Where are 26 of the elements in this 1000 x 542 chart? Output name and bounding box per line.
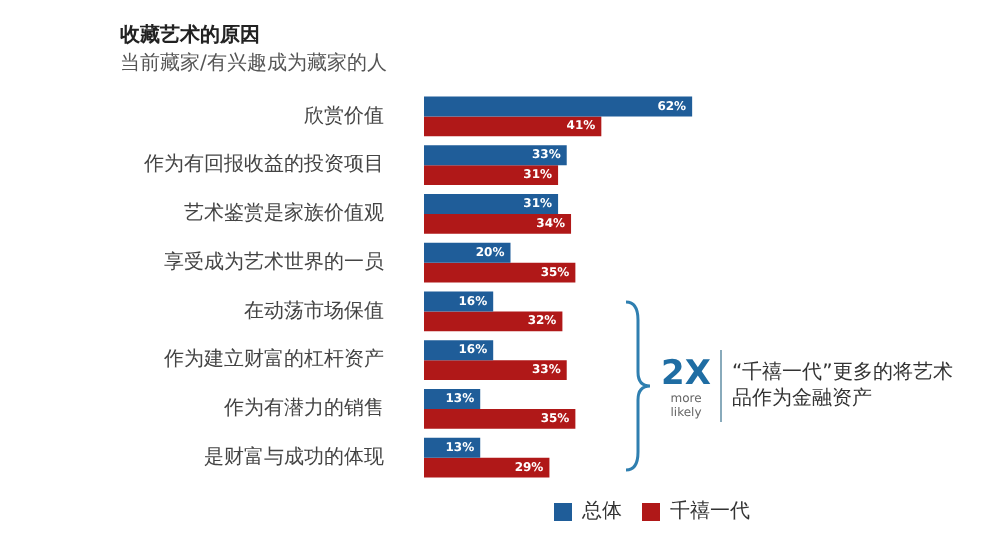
bar [424, 311, 563, 332]
text: 当前藏家/有兴趣成为藏家的人 [120, 51, 387, 76]
y-tick-label: 作为建立财富的杠杆资产 [162, 347, 384, 372]
bar [424, 360, 567, 381]
bar [424, 165, 559, 186]
bar [424, 408, 576, 429]
text: 收藏艺术的原因 [120, 23, 260, 48]
y-tick-label: 享受成为艺术世界的一员 [164, 249, 384, 274]
bar [424, 213, 572, 234]
bar [424, 193, 559, 214]
y-tick-label: 作为有回报收益的投资项目 [142, 152, 384, 177]
y-tick-label: 是财富与成功的体现 [204, 444, 384, 469]
y-tick-label: 作为有潜力的销售 [222, 396, 384, 421]
y-tick-label: 艺术鉴赏是家族价值观 [184, 201, 384, 226]
bar [424, 457, 550, 478]
bar [424, 116, 602, 137]
bar [424, 145, 567, 166]
y-tick-label: 在动荡市场保值 [244, 298, 384, 323]
text: “千禧一代”更多的将艺术品作为金融资产 [732, 360, 955, 412]
annotation: 2X [659, 354, 713, 394]
bar [424, 242, 511, 263]
bar [424, 262, 576, 283]
legend-label: 总体 [580, 499, 622, 524]
bar [424, 96, 693, 117]
y-tick-label: 欣赏价值 [304, 103, 384, 128]
legend-label: 千禧一代 [670, 499, 750, 524]
